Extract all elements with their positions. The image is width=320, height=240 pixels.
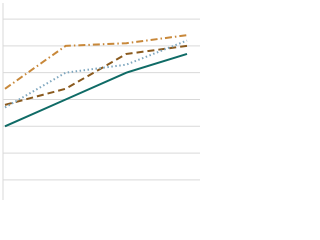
series-line <box>4 44 188 106</box>
page: {"chart_data": {"type": "line", "categor… <box>2 3 200 200</box>
chart <box>2 3 200 200</box>
series-line <box>4 52 188 128</box>
series-line <box>4 39 188 109</box>
series-line <box>4 34 188 90</box>
